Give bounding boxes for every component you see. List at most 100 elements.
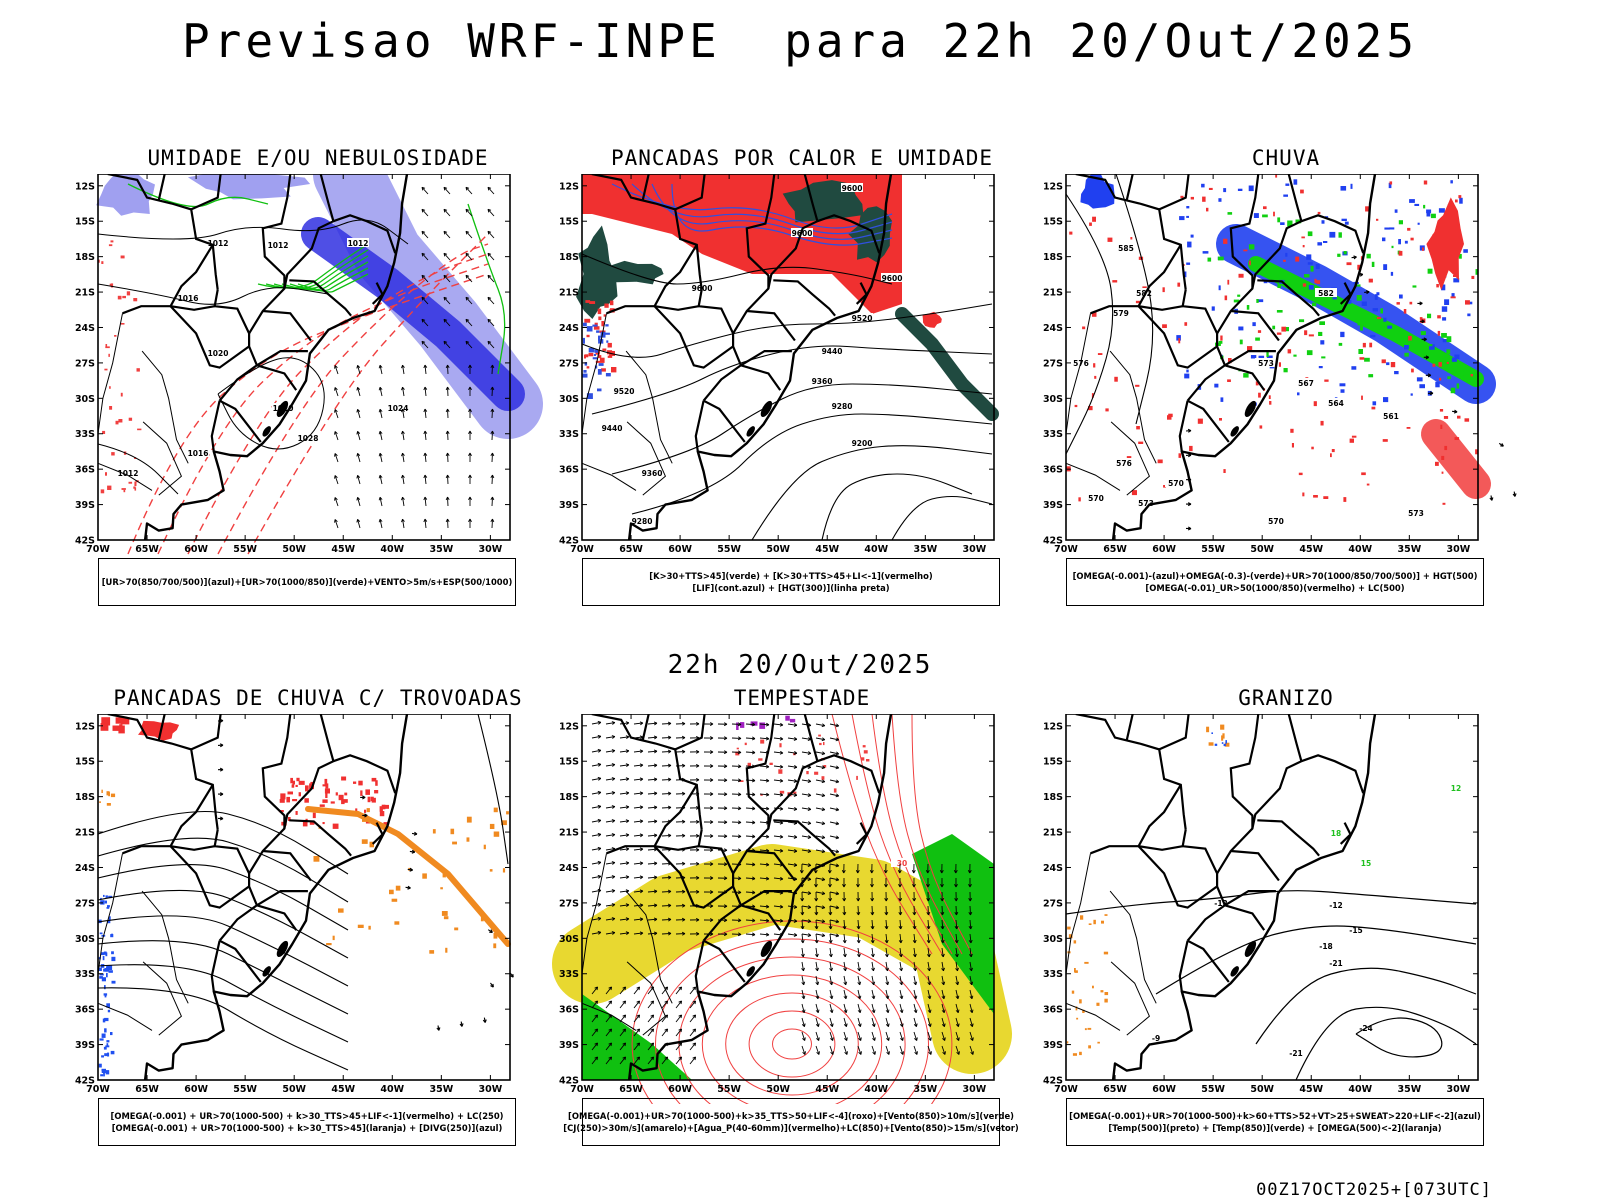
- omega-001-ur50-area: [1349, 438, 1354, 443]
- omega-0001-area: [1293, 179, 1298, 185]
- agua-p-contour: [861, 757, 865, 761]
- hail-area: [1214, 743, 1218, 746]
- wind-vector: [807, 793, 812, 797]
- wind-vector: [799, 869, 804, 874]
- k30-tts45-li-area: [593, 326, 600, 330]
- omega-0001-area: [1238, 326, 1244, 331]
- wind-vector: [955, 919, 958, 930]
- wind-vector: [594, 1000, 599, 1005]
- wind-vector: [899, 989, 903, 999]
- wind-vector: [625, 763, 630, 768]
- panel-pancadas-trovoadas: PANCADAS DE CHUVA C/ TROVOADAS 12S 15S 18S…: [68, 686, 568, 1176]
- laranja-area: [326, 943, 332, 946]
- omega-03-area: [1458, 371, 1464, 377]
- omega-03-area: [1458, 254, 1462, 259]
- state-border: [1125, 714, 1134, 741]
- k30-tts45-li-area: [607, 342, 612, 348]
- state-border: [1181, 289, 1227, 402]
- thickness-contour-fragment: [105, 346, 110, 349]
- wind-vector: [402, 365, 405, 375]
- wind-vector: [605, 1028, 612, 1037]
- wind-vector: [445, 452, 450, 457]
- omega-500-area: [1084, 1028, 1087, 1031]
- wind-vector: [787, 849, 797, 852]
- omega-0001-area: [1252, 322, 1256, 327]
- wind-vector: [926, 883, 930, 888]
- wind-vector: [625, 833, 630, 838]
- wind-vector: [443, 230, 448, 235]
- streamline-arrow: [1353, 255, 1357, 260]
- wind-vector: [885, 933, 888, 943]
- state-border: [210, 400, 221, 452]
- isobar: [97, 219, 409, 245]
- wind-vector: [807, 891, 812, 895]
- omega-0001-area: [1186, 262, 1191, 265]
- streamline-arrow: [436, 1027, 441, 1031]
- omega-0001-area: [1463, 249, 1468, 253]
- lat-tick-label: 15S: [559, 757, 579, 768]
- agua-p-contour: [769, 762, 773, 765]
- omega-0001-area: [1340, 331, 1345, 338]
- wind-vector: [421, 230, 429, 239]
- lon-tick-label: 55W: [717, 1084, 741, 1095]
- wind-vector: [871, 947, 874, 957]
- lon-tick-label: 50W: [766, 544, 790, 555]
- omega-0001-area: [1218, 198, 1222, 202]
- wind-vector: [401, 364, 405, 369]
- omega-03-area: [1295, 219, 1302, 224]
- omega-03-area: [1312, 302, 1317, 307]
- state-border: [654, 305, 699, 311]
- panel-legend: [OMEGA(-0.001)-(azul)+OMEGA(-0.3)-(verde…: [1066, 558, 1484, 606]
- province-border: [141, 890, 189, 1004]
- wind-vector: [835, 835, 840, 840]
- wind-vector: [619, 722, 629, 725]
- wind-vector: [830, 1051, 834, 1055]
- omega-03-area: [1368, 374, 1374, 378]
- wind-vector: [421, 230, 426, 235]
- wind-vector: [633, 750, 643, 753]
- wind-vector: [653, 875, 658, 880]
- wind-vector: [625, 847, 630, 852]
- rain-field: 5855825795765735705675645615765705735705…: [1066, 174, 1496, 526]
- lon-tick-label: 50W: [282, 544, 306, 555]
- omega-03-area: [1217, 256, 1224, 261]
- wind-vector: [622, 1056, 627, 1061]
- divg-250-area: [101, 1033, 106, 1038]
- wind-vector: [487, 208, 495, 217]
- wind-vector: [605, 1042, 612, 1051]
- wind-vector: [829, 765, 839, 769]
- wind-vector: [835, 891, 840, 896]
- wind-vector: [465, 230, 473, 239]
- wind-vector: [814, 939, 819, 944]
- wind-vector: [591, 777, 601, 781]
- omega-03-area: [1446, 349, 1451, 355]
- wind-vector: [815, 751, 825, 755]
- lat-tick-label: 42S: [75, 1076, 95, 1087]
- lat-tick-label: 12S: [1043, 181, 1063, 192]
- wind-vector: [611, 805, 616, 809]
- wind-vector: [815, 933, 818, 943]
- state-border: [256, 904, 298, 931]
- lat-tick-label: 24S: [559, 863, 579, 874]
- wind-vector: [647, 932, 658, 935]
- omega-0001-area: [1416, 377, 1423, 382]
- lon-tick-label: 40W: [380, 544, 404, 555]
- isobar: [97, 443, 179, 495]
- omega-0001-area: [1451, 293, 1455, 298]
- lif-contour: [592, 324, 598, 327]
- wind-vector: [378, 474, 383, 479]
- wind-vector: [927, 933, 930, 943]
- omega-001-ur50-area: [1455, 199, 1458, 203]
- laranja-area: [442, 871, 446, 878]
- omega-0001-area: [1383, 264, 1388, 270]
- wind-vector: [487, 186, 495, 195]
- thickness-contour-fragment: [102, 430, 106, 434]
- omega-0001-area: [1186, 369, 1189, 373]
- wind-vector: [465, 186, 470, 191]
- streamline: [97, 940, 349, 1015]
- wind-vector: [689, 1000, 696, 1009]
- omega-0001-area: [1361, 301, 1367, 306]
- lc-850-contour: [748, 1010, 836, 1078]
- lagoa-dos-patos: [1244, 400, 1257, 417]
- wind-vector: [681, 721, 686, 726]
